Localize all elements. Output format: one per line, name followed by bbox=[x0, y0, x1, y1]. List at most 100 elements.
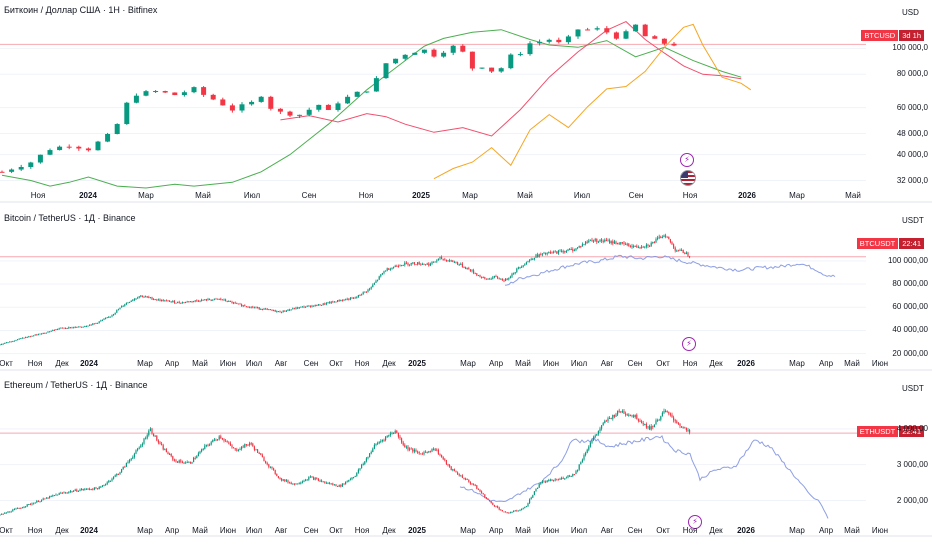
pane3-candle-body bbox=[242, 446, 244, 448]
lightning-event-icon-3[interactable]: ⚡ bbox=[688, 515, 702, 529]
pane2-x-tick: Апр bbox=[164, 359, 180, 368]
pane2-candle-body bbox=[105, 318, 107, 320]
pane2-candle-body bbox=[239, 303, 241, 305]
pane3-candle-body bbox=[490, 501, 492, 504]
pane3-candle-body bbox=[73, 490, 75, 492]
pane2-candle-body bbox=[346, 298, 348, 300]
pane3-price-badge: ETHUSDT 22:41 bbox=[856, 426, 924, 437]
pane3-candle-body bbox=[645, 423, 647, 428]
pane2-candle-body bbox=[295, 307, 297, 309]
pane3-candle-body bbox=[61, 492, 63, 494]
pane2-candle-body bbox=[423, 263, 425, 265]
pane3-candle-body bbox=[36, 500, 38, 503]
pane3-candle-body bbox=[189, 461, 191, 464]
pane2-candle-body bbox=[2, 343, 4, 345]
pane3-candle-body bbox=[236, 449, 238, 451]
pane3-candle-body bbox=[657, 420, 659, 422]
pane1-x-tick: Ноя bbox=[30, 191, 46, 200]
pane3-candle-body bbox=[261, 455, 263, 458]
pane3-candle-body bbox=[605, 420, 607, 422]
pane2-candle-body bbox=[605, 239, 607, 241]
pane3-candle-body bbox=[389, 433, 391, 436]
pane1-currency-label[interactable]: USD bbox=[902, 8, 919, 17]
pane2-candle-body bbox=[204, 299, 206, 301]
pane3-candle-body bbox=[429, 451, 431, 453]
pane3-candle-body bbox=[196, 456, 198, 459]
pane2-candle-body bbox=[378, 276, 380, 280]
pane3-candle-body bbox=[639, 420, 641, 422]
pane2-candle-body bbox=[117, 309, 119, 311]
pane2-candle-body bbox=[252, 306, 254, 308]
pane3-candle-body bbox=[649, 426, 651, 430]
pane2-candle-body bbox=[69, 327, 71, 329]
pane3-candle-body bbox=[332, 483, 334, 485]
pane2-candle-body bbox=[674, 247, 676, 251]
pane2-currency-label[interactable]: USDT bbox=[902, 216, 924, 225]
pane3-candle-body bbox=[161, 443, 163, 446]
pane2-candle-body bbox=[84, 326, 86, 328]
pane3-candle-body bbox=[420, 453, 422, 455]
pane3-candle-body bbox=[445, 460, 447, 465]
pane2-candle-body bbox=[103, 318, 105, 320]
pane2-candle-body bbox=[82, 326, 84, 328]
pane2-candle-body bbox=[153, 299, 155, 301]
pane3-currency-label[interactable]: USDT bbox=[902, 384, 924, 393]
pane2-candle-body bbox=[489, 278, 491, 280]
pane2-candle-body bbox=[537, 254, 539, 257]
lightning-event-icon-2[interactable]: ⚡ bbox=[682, 337, 696, 351]
pane3-candle-body bbox=[252, 443, 254, 447]
pane1-candle-body bbox=[393, 58, 399, 64]
pane3-candle-body bbox=[615, 414, 617, 417]
pane3-candle-body bbox=[274, 470, 276, 474]
pane1-candle-body bbox=[469, 51, 475, 69]
pane2-candle-body bbox=[265, 308, 267, 310]
pane3-candle-body bbox=[613, 414, 615, 417]
pane2-candle-body bbox=[583, 244, 585, 246]
pane2-candle-body bbox=[213, 298, 215, 300]
pane2-candle-body bbox=[609, 240, 611, 244]
pane3-title[interactable]: Ethereum / TetherUS · 1Д · Binance bbox=[4, 380, 148, 390]
pane3-candle-body bbox=[506, 512, 508, 514]
pane2-x-tick: Июл bbox=[245, 359, 263, 368]
pane3-candle-body bbox=[53, 495, 55, 497]
pane3-candle-body bbox=[341, 483, 343, 487]
pane2-candle-body bbox=[629, 246, 631, 248]
pane2-candle-body bbox=[33, 335, 35, 337]
pane3-candle-body bbox=[372, 448, 374, 453]
pane3-candle-body bbox=[185, 462, 187, 464]
pane2-candle-body bbox=[657, 237, 659, 240]
pane3-candle-body bbox=[535, 488, 537, 492]
pane3-candle-body bbox=[26, 504, 28, 507]
pane3-candle-body bbox=[521, 509, 523, 511]
lightning-event-icon[interactable]: ⚡ bbox=[680, 153, 694, 167]
pane1-title[interactable]: Биткоин / Доллар США · 1Н · Bitfinex bbox=[4, 5, 158, 15]
pane3-candle-body bbox=[573, 474, 575, 476]
pane3-candle-body bbox=[516, 510, 518, 512]
pane2-candle-body bbox=[466, 268, 468, 270]
us-flag-event-icon[interactable] bbox=[680, 170, 696, 186]
pane1-candle-body bbox=[613, 32, 619, 39]
pane2-candle-body bbox=[71, 327, 73, 329]
pane2-candle-body bbox=[367, 289, 369, 292]
pane2-candle-body bbox=[170, 301, 172, 303]
pane2-candle-body bbox=[340, 300, 342, 302]
pane3-x-tick: Июн bbox=[871, 526, 889, 535]
pane3-candle-body bbox=[159, 442, 161, 444]
pane2-candle-body bbox=[373, 282, 375, 285]
pane3-candle-body bbox=[457, 472, 459, 475]
pane3-candle-body bbox=[111, 478, 113, 481]
pane2-candle-body bbox=[402, 264, 404, 266]
pane1-candle-body bbox=[642, 24, 648, 37]
pane2-candle-body bbox=[66, 328, 68, 330]
pane2-candle-body bbox=[393, 267, 395, 269]
pane3-candle-body bbox=[337, 485, 339, 487]
pane3-candle-body bbox=[493, 504, 495, 507]
pane2-candle-body bbox=[437, 258, 439, 261]
pane2-title[interactable]: Bitcoin / TetherUS · 1Д · Binance bbox=[4, 213, 136, 223]
pane3-candle-body bbox=[140, 445, 142, 448]
pane3-candle-body bbox=[49, 496, 51, 499]
pane2-candle-body bbox=[92, 323, 94, 325]
pane3-candle-body bbox=[473, 484, 475, 486]
pane2-x-tick: Сен bbox=[303, 359, 319, 368]
